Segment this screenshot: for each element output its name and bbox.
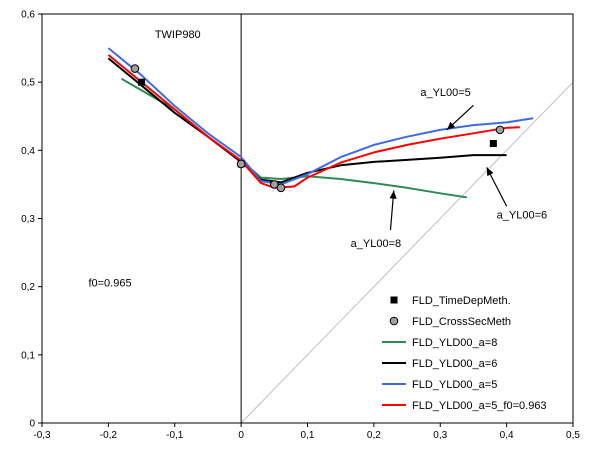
legend-marker (389, 316, 399, 326)
series-line-fld-yld00-a-5-f0-0-963 (107, 54, 520, 189)
x-tick-label: 0,4 (500, 430, 514, 441)
time-dep-point (138, 78, 146, 86)
y-tick-label: 0,1 (21, 350, 35, 361)
annotation-title: TWIP980 (155, 29, 201, 41)
series-layer (107, 47, 534, 199)
y-tick-label: 0 (29, 419, 35, 430)
y-tick-label: 0,3 (21, 214, 35, 225)
x-tick-label: -0,3 (33, 430, 51, 441)
annotation-f0: f0=0.965 (88, 278, 131, 290)
x-tick-label: 0,5 (566, 430, 580, 441)
annotation-arrow-head (446, 121, 456, 130)
annotation-arrow-head (486, 167, 494, 177)
x-tick-label: 0 (238, 430, 244, 441)
time-dep-point (489, 140, 497, 148)
legend-marker (390, 296, 398, 304)
axes-layer: -0,3 -0,2 -0,1 0 0,1 0,2 0,3 0,4 0,5 0 0,1 0,2 0,3 0,… (21, 10, 580, 442)
y-tick-label: 0,5 (21, 78, 35, 89)
x-tick-label: 0,3 (433, 430, 447, 441)
annotation-a8: a_YL00=8 (351, 238, 401, 250)
y-tick-label: 0,6 (21, 10, 35, 21)
x-tick-label: -0,1 (166, 430, 184, 441)
x-tick-label: 0,2 (367, 430, 381, 441)
y-tick-label: 0,2 (21, 282, 35, 293)
legend-label: FLD_TimeDepMeth. (412, 295, 511, 307)
cross-sec-point (130, 64, 140, 73)
annotation-arrow-head (389, 190, 397, 199)
plane-strain-layer (240, 81, 574, 424)
cross-sec-point (236, 159, 246, 169)
legend: FLD_TimeDepMeth. FLD_CrossSecMeth FLD_YLD0… (382, 295, 547, 412)
cross-sec-point (270, 180, 279, 189)
cross-sec-point (495, 125, 505, 135)
legend-label: FLD_YLD00_a=5 (412, 379, 497, 391)
series-line-fld-yld00-a-5 (107, 47, 534, 186)
series-line-fld-yld00-a-6 (107, 57, 507, 184)
annotation-a5: a_YL00=5 (420, 87, 470, 99)
legend-label: FLD_YLD00_a=6 (412, 358, 497, 370)
x-tick-label: 0,1 (301, 430, 315, 441)
plane-strain-line (240, 81, 574, 424)
annotation-a6: a_YL00=6 (497, 210, 547, 222)
y-tick-label: 0,4 (21, 146, 35, 157)
x-tick-label: -0,2 (100, 430, 118, 441)
legend-label: FLD_YLD00_a=8 (412, 337, 497, 349)
annotation-layer: TWIP980 f0=0.965 a_YL00=5 a_YL00=6 a_YL00=8 (88, 29, 547, 290)
cross-sec-point (276, 183, 286, 193)
legend-label: FLD_CrossSecMeth (412, 316, 511, 328)
legend-label: FLD_YLD00_a=5_f0=0.963 (412, 400, 547, 412)
